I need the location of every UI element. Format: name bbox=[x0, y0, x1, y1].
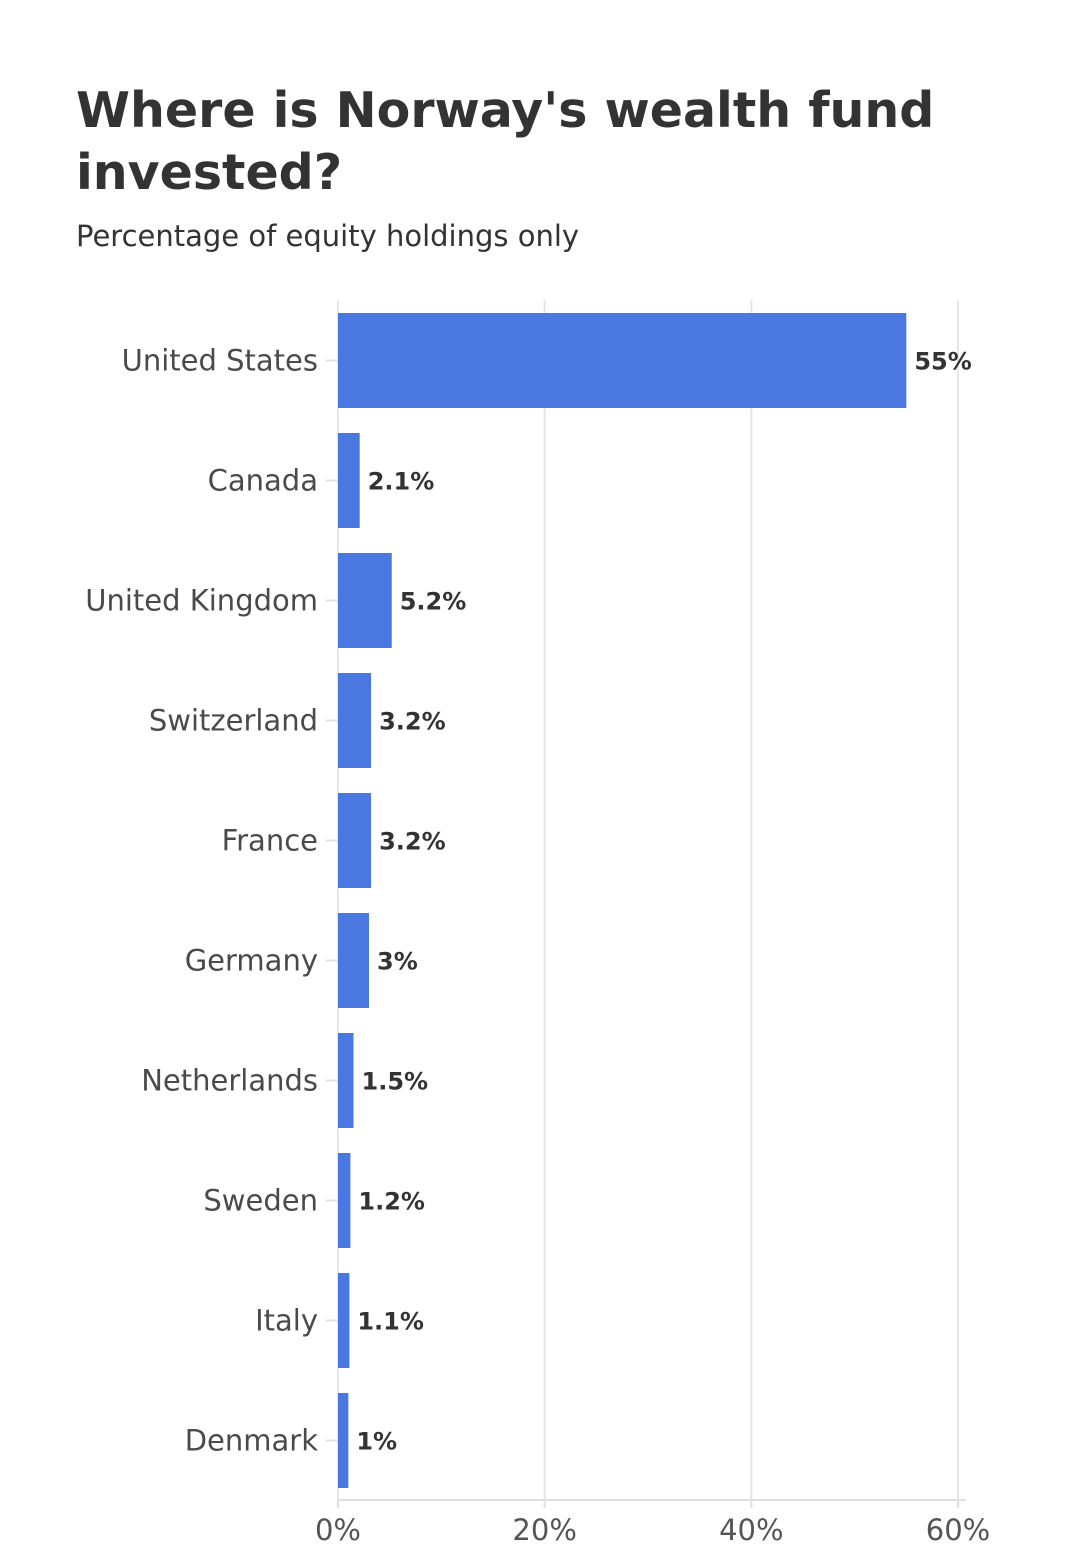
category-label: Germany bbox=[185, 944, 318, 978]
bar bbox=[338, 433, 360, 528]
x-tick-label: 0% bbox=[315, 1513, 361, 1547]
category-label: United Kingdom bbox=[85, 584, 318, 618]
value-label: 1% bbox=[356, 1428, 397, 1456]
bars bbox=[338, 313, 907, 1488]
x-tick-label: 40% bbox=[719, 1513, 783, 1547]
bar bbox=[338, 313, 907, 408]
chart-subtitle: Percentage of equity holdings only bbox=[76, 219, 580, 253]
value-label: 55% bbox=[914, 348, 971, 376]
bar bbox=[338, 1033, 354, 1128]
x-tick-label: 60% bbox=[926, 1513, 990, 1547]
value-label: 3.2% bbox=[379, 708, 446, 736]
value-label: 3.2% bbox=[379, 828, 446, 856]
category-label: Italy bbox=[255, 1304, 318, 1338]
bar bbox=[338, 673, 372, 768]
category-label: Denmark bbox=[185, 1424, 318, 1458]
chart-title: Where is Norway's wealth fund invested? bbox=[76, 82, 935, 201]
value-label: 1.2% bbox=[358, 1188, 425, 1216]
category-label: Netherlands bbox=[141, 1064, 318, 1098]
value-label: 5.2% bbox=[400, 588, 467, 616]
category-label: Canada bbox=[208, 464, 318, 498]
bar bbox=[338, 1393, 349, 1488]
value-label: 1.5% bbox=[362, 1068, 429, 1096]
labels: 0% 20% 40% 60% United States 55% Canada 2.1% Uni… bbox=[85, 344, 990, 1548]
value-label: 2.1% bbox=[368, 468, 435, 496]
bar bbox=[338, 553, 392, 648]
category-label: Sweden bbox=[203, 1184, 318, 1218]
value-label: 1.1% bbox=[357, 1308, 424, 1336]
bar bbox=[338, 1273, 350, 1368]
category-label: France bbox=[222, 824, 318, 858]
category-label: Switzerland bbox=[149, 704, 318, 738]
bar bbox=[338, 913, 369, 1008]
category-label: United States bbox=[122, 344, 318, 378]
bar bbox=[338, 1153, 351, 1248]
x-tick-label: 20% bbox=[512, 1513, 576, 1547]
value-label: 3% bbox=[377, 948, 418, 976]
bar bbox=[338, 793, 372, 888]
